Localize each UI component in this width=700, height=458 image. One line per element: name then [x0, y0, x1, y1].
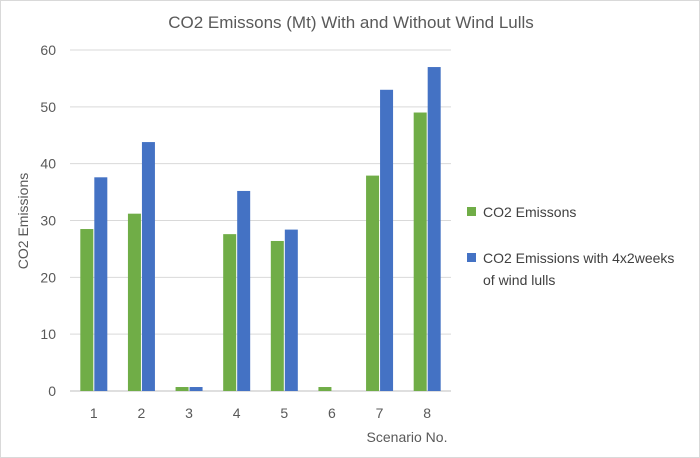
bar-series1-cat8: [413, 112, 427, 392]
bars: [80, 67, 441, 392]
legend-item-1[interactable]: CO2 Emissons: [467, 204, 576, 220]
x-tick-label: 5: [280, 405, 288, 421]
x-axis-title: Scenario No.: [367, 429, 448, 445]
bar-series2-cat3: [189, 387, 203, 391]
bar-series1-cat4: [223, 234, 237, 391]
bar-series2-cat7: [380, 89, 394, 392]
bar-series1-cat1: [80, 229, 94, 391]
legend-label: CO2 Emissons: [483, 204, 576, 220]
y-tick-label: 20: [40, 269, 56, 285]
y-tick-label: 30: [40, 213, 56, 229]
y-tick-label: 60: [40, 42, 56, 58]
y-tick-label: 0: [48, 383, 56, 399]
y-axis-ticks: 0 10 20 30 40 50 60: [40, 42, 56, 399]
x-tick-label: 1: [90, 405, 98, 421]
y-axis-title: CO2 Emissions: [15, 173, 31, 269]
y-tick-label: 10: [40, 326, 56, 342]
legend-label: CO2 Emissions with 4x2weeks: [483, 250, 674, 266]
x-tick-label: 3: [185, 405, 193, 421]
x-axis-ticks: 1 2 3 4 5 6 7 8: [90, 405, 431, 421]
bar-series1-cat7: [366, 175, 380, 391]
legend-swatch: [467, 253, 476, 262]
y-tick-label: 40: [40, 156, 56, 172]
x-tick-label: 8: [423, 405, 431, 421]
x-tick-label: 6: [328, 405, 336, 421]
y-tick-label: 50: [40, 99, 56, 115]
bar-series1-cat5: [270, 240, 284, 391]
bar-series2-cat1: [94, 177, 108, 391]
bar-series2-cat2: [141, 142, 155, 391]
x-tick-label: 2: [138, 405, 146, 421]
chart-title: CO2 Emissons (Mt) With and Without Wind …: [168, 13, 534, 32]
x-tick-label: 4: [233, 405, 241, 421]
bar-series1-cat6: [318, 387, 332, 391]
gridlines: [70, 49, 451, 392]
legend-swatch: [467, 207, 476, 216]
legend-label: of wind lulls: [483, 272, 555, 288]
bar-series1-cat2: [127, 213, 141, 391]
legend[interactable]: CO2 Emissons CO2 Emissions with 4x2weeks o…: [467, 204, 674, 288]
bar-series1-cat3: [175, 387, 189, 391]
bar-series2-cat4: [237, 190, 251, 391]
bar-series2-cat5: [284, 229, 298, 391]
bar-series2-cat8: [427, 67, 441, 392]
legend-item-2[interactable]: CO2 Emissions with 4x2weeks of wind lulls: [467, 250, 674, 288]
x-tick-label: 7: [376, 405, 384, 421]
